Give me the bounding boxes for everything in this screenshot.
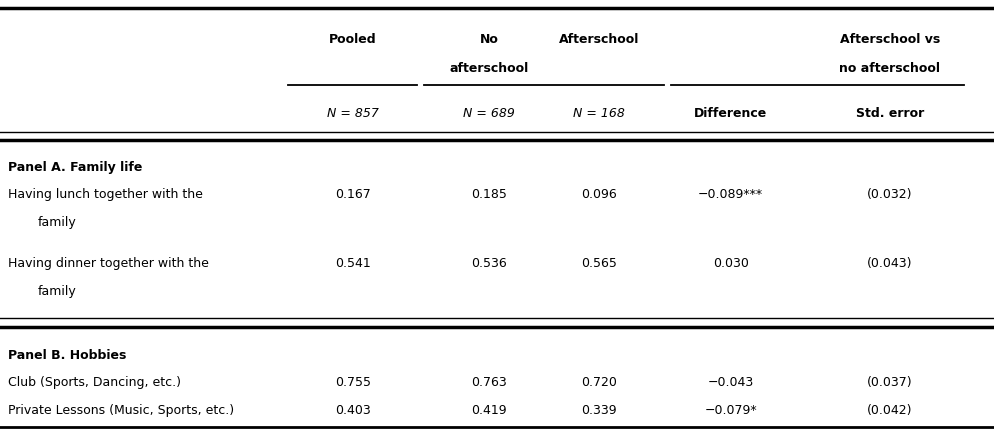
Text: afterschool: afterschool	[449, 62, 529, 75]
Text: N = 689: N = 689	[463, 107, 515, 120]
Text: 0.541: 0.541	[335, 257, 371, 270]
Text: (0.032): (0.032)	[867, 188, 912, 201]
Text: 0.419: 0.419	[471, 403, 507, 416]
Text: (0.042): (0.042)	[867, 403, 912, 416]
Text: 0.755: 0.755	[335, 375, 371, 388]
Text: (0.037): (0.037)	[867, 375, 912, 388]
Text: −0.043: −0.043	[708, 375, 753, 388]
Text: Panel A. Family life: Panel A. Family life	[8, 160, 142, 173]
Text: 0.403: 0.403	[335, 403, 371, 416]
Text: family: family	[38, 215, 77, 228]
Text: −0.079*: −0.079*	[705, 403, 756, 416]
Text: Pooled: Pooled	[329, 33, 377, 46]
Text: 0.339: 0.339	[581, 403, 617, 416]
Text: (0.043): (0.043)	[867, 257, 912, 270]
Text: Std. error: Std. error	[856, 107, 923, 120]
Text: Club (Sports, Dancing, etc.): Club (Sports, Dancing, etc.)	[8, 375, 181, 388]
Text: Having lunch together with the: Having lunch together with the	[8, 188, 203, 201]
Text: N = 168: N = 168	[574, 107, 625, 120]
Text: Panel B. Hobbies: Panel B. Hobbies	[8, 348, 126, 361]
Text: Private Lessons (Music, Sports, etc.): Private Lessons (Music, Sports, etc.)	[8, 403, 234, 416]
Text: Having dinner together with the: Having dinner together with the	[8, 257, 209, 270]
Text: 0.720: 0.720	[581, 375, 617, 388]
Text: 0.565: 0.565	[581, 257, 617, 270]
Text: 0.536: 0.536	[471, 257, 507, 270]
Text: 0.096: 0.096	[581, 188, 617, 201]
Text: 0.763: 0.763	[471, 375, 507, 388]
Text: 0.185: 0.185	[471, 188, 507, 201]
Text: no afterschool: no afterschool	[839, 62, 940, 75]
Text: family: family	[38, 284, 77, 297]
Text: 0.167: 0.167	[335, 188, 371, 201]
Text: 0.030: 0.030	[713, 257, 748, 270]
Text: Difference: Difference	[694, 107, 767, 120]
Text: No: No	[480, 33, 498, 46]
Text: Afterschool: Afterschool	[560, 33, 639, 46]
Text: −0.089***: −0.089***	[698, 188, 763, 201]
Text: Afterschool vs: Afterschool vs	[840, 33, 939, 46]
Text: N = 857: N = 857	[327, 107, 379, 120]
